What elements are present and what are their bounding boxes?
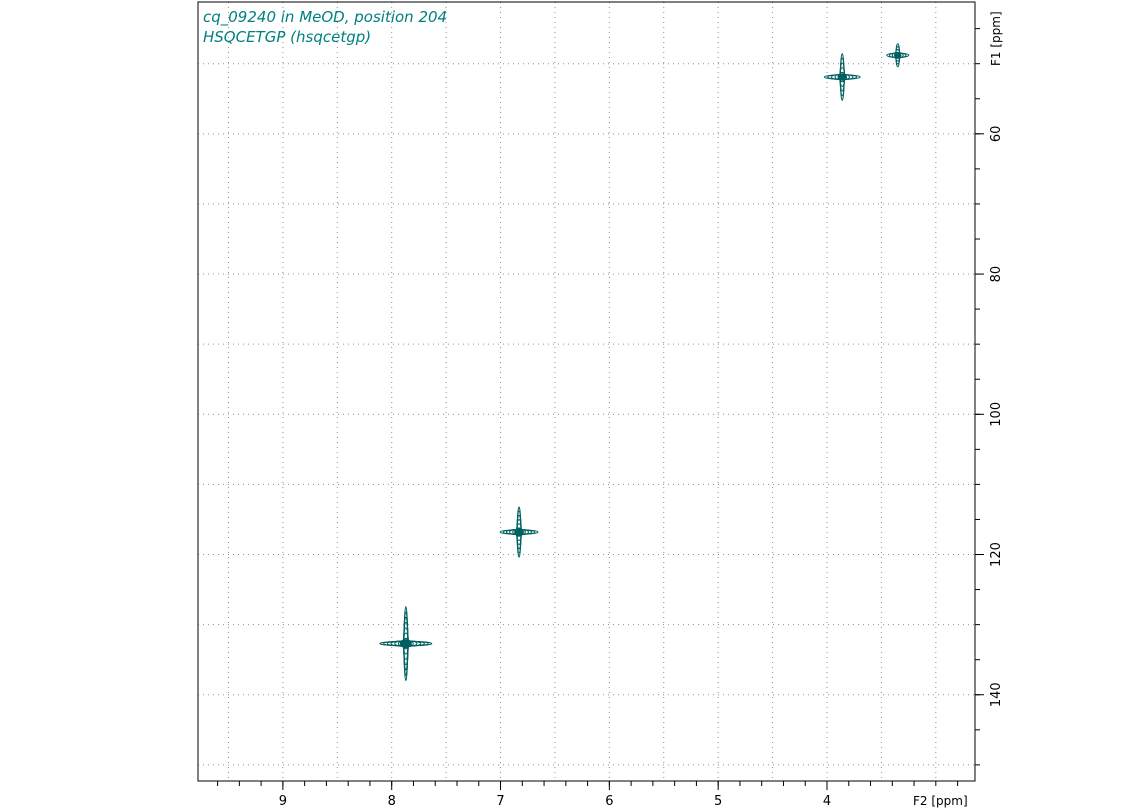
y-tick-label: 80 [989,266,1004,283]
grid [198,2,975,781]
y-tick-label: 60 [989,126,1004,143]
x-tick-label: 9 [279,794,287,809]
x-tick-label: 8 [388,794,396,809]
x-axis-label: F2 [ppm] [913,794,968,808]
peaks [379,43,910,682]
axis-ticks: 9 8 7 6 5 4 60 80 100 120 140 [217,28,1004,809]
peak-core [837,73,848,81]
spectrum-subtitle: HSQCETGP (hsqcetgp) [203,28,371,46]
x-tick-label: 6 [605,794,613,809]
y-axis-label: F1 [ppm] [989,11,1003,66]
peak-core [514,528,524,536]
y-tick-label: 120 [989,542,1004,567]
x-tick-label: 5 [714,794,722,809]
x-tick-label: 4 [823,794,831,809]
y-tick-label: 140 [989,682,1004,707]
hsqc-peak [379,606,433,682]
hsqc-peak [886,43,910,68]
hsqc-peak [823,53,861,101]
spectrum-title: cq_09240 in MeOD, position 204 [203,8,447,27]
peak-core [399,639,412,649]
x-tick-label: 7 [496,794,504,809]
peak-core [893,52,902,59]
hsqc-peak [499,506,539,558]
y-tick-label: 100 [989,402,1004,427]
plot-frame [197,1,976,782]
